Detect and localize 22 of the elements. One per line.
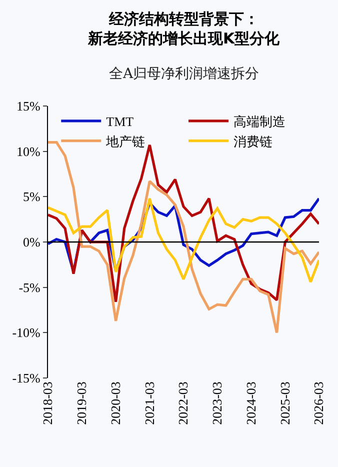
legend-label: 高端制造 (234, 114, 286, 130)
y-tick-label: -10% (12, 325, 41, 340)
x-tick-label: 2025-03 (277, 382, 292, 425)
x-tick-label: 2022-03 (176, 382, 191, 425)
chart-subtitle: 全A归母净利润增速拆分 (109, 66, 260, 82)
y-tick-label: 10% (16, 144, 41, 159)
x-tick-label: 2018-03 (40, 382, 56, 425)
x-tick-label: 2020-03 (108, 382, 124, 425)
y-tick-label: -15% (12, 370, 41, 386)
legend-label: 地产链 (105, 134, 146, 149)
y-tick-label: 15% (16, 98, 41, 114)
x-tick-label: 2021-03 (142, 382, 157, 425)
legend-label: 消费链 (234, 134, 272, 149)
x-tick-label: 2019-03 (74, 382, 90, 425)
legend-label: TMT (106, 114, 134, 130)
chart-title: 经济结构转型背景下：新老经济的增长出现K型分化 (87, 10, 281, 48)
y-tick-label: 5% (23, 189, 41, 204)
y-tick-label: -5% (18, 280, 41, 295)
y-tick-label: 0% (23, 234, 41, 250)
x-tick-label: 2023-03 (210, 382, 225, 425)
x-tick-label: 2024-03 (244, 382, 259, 425)
x-tick-label: 2026-03 (311, 382, 326, 425)
